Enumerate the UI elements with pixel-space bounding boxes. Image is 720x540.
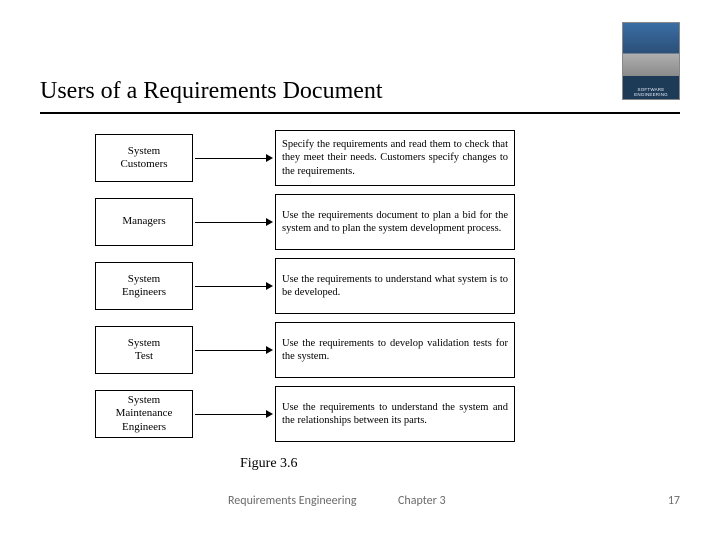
slide-footer: Requirements Engineering Chapter 3 17 [0,494,720,512]
diagram-row: Managers Use the requirements document to… [95,194,595,250]
description-box: Specify the requirements and read them t… [275,130,515,186]
slide-title: Users of a Requirements Document [40,78,680,105]
user-box: System Engineers [95,262,193,310]
arrow-line [195,286,267,287]
arrow [193,258,275,314]
arrow [193,130,275,186]
arrow [193,322,275,378]
arrow [193,194,275,250]
arrow-head-icon [266,218,273,226]
arrow-head-icon [266,346,273,354]
arrow-head-icon [266,410,273,418]
arrow-line [195,414,267,415]
description-box: Use the requirements to develop validati… [275,322,515,378]
user-box: System Customers [95,134,193,182]
description-box: Use the requirements to understand what … [275,258,515,314]
arrow-head-icon [266,154,273,162]
diagram-row: System Maintenance Engineers Use the requ… [95,386,595,442]
arrow-line [195,350,267,351]
diagram-row: System Test Use the requirements to devel… [95,322,595,378]
user-box: Managers [95,198,193,246]
diagram-row: System Customers Specify the requirements… [95,130,595,186]
footer-chapter: Chapter 3 [398,494,446,508]
diagram-row: System Engineers Use the requirements to … [95,258,595,314]
slide: SOFTWARE ENGINEERING Users of a Requirem… [0,0,720,540]
footer-page-number: 17 [668,494,680,508]
footer-left: Requirements Engineering [228,494,357,508]
users-diagram: System Customers Specify the requirements… [95,130,595,450]
description-box: Use the requirements to understand the s… [275,386,515,442]
arrow [193,386,275,442]
title-underline [40,112,680,114]
title-row: Users of a Requirements Document [40,78,680,105]
description-box: Use the requirements document to plan a … [275,194,515,250]
arrow-line [195,158,267,159]
arrow-line [195,222,267,223]
figure-caption: Figure 3.6 [240,456,298,472]
arrow-head-icon [266,282,273,290]
user-box: System Maintenance Engineers [95,390,193,438]
user-box: System Test [95,326,193,374]
